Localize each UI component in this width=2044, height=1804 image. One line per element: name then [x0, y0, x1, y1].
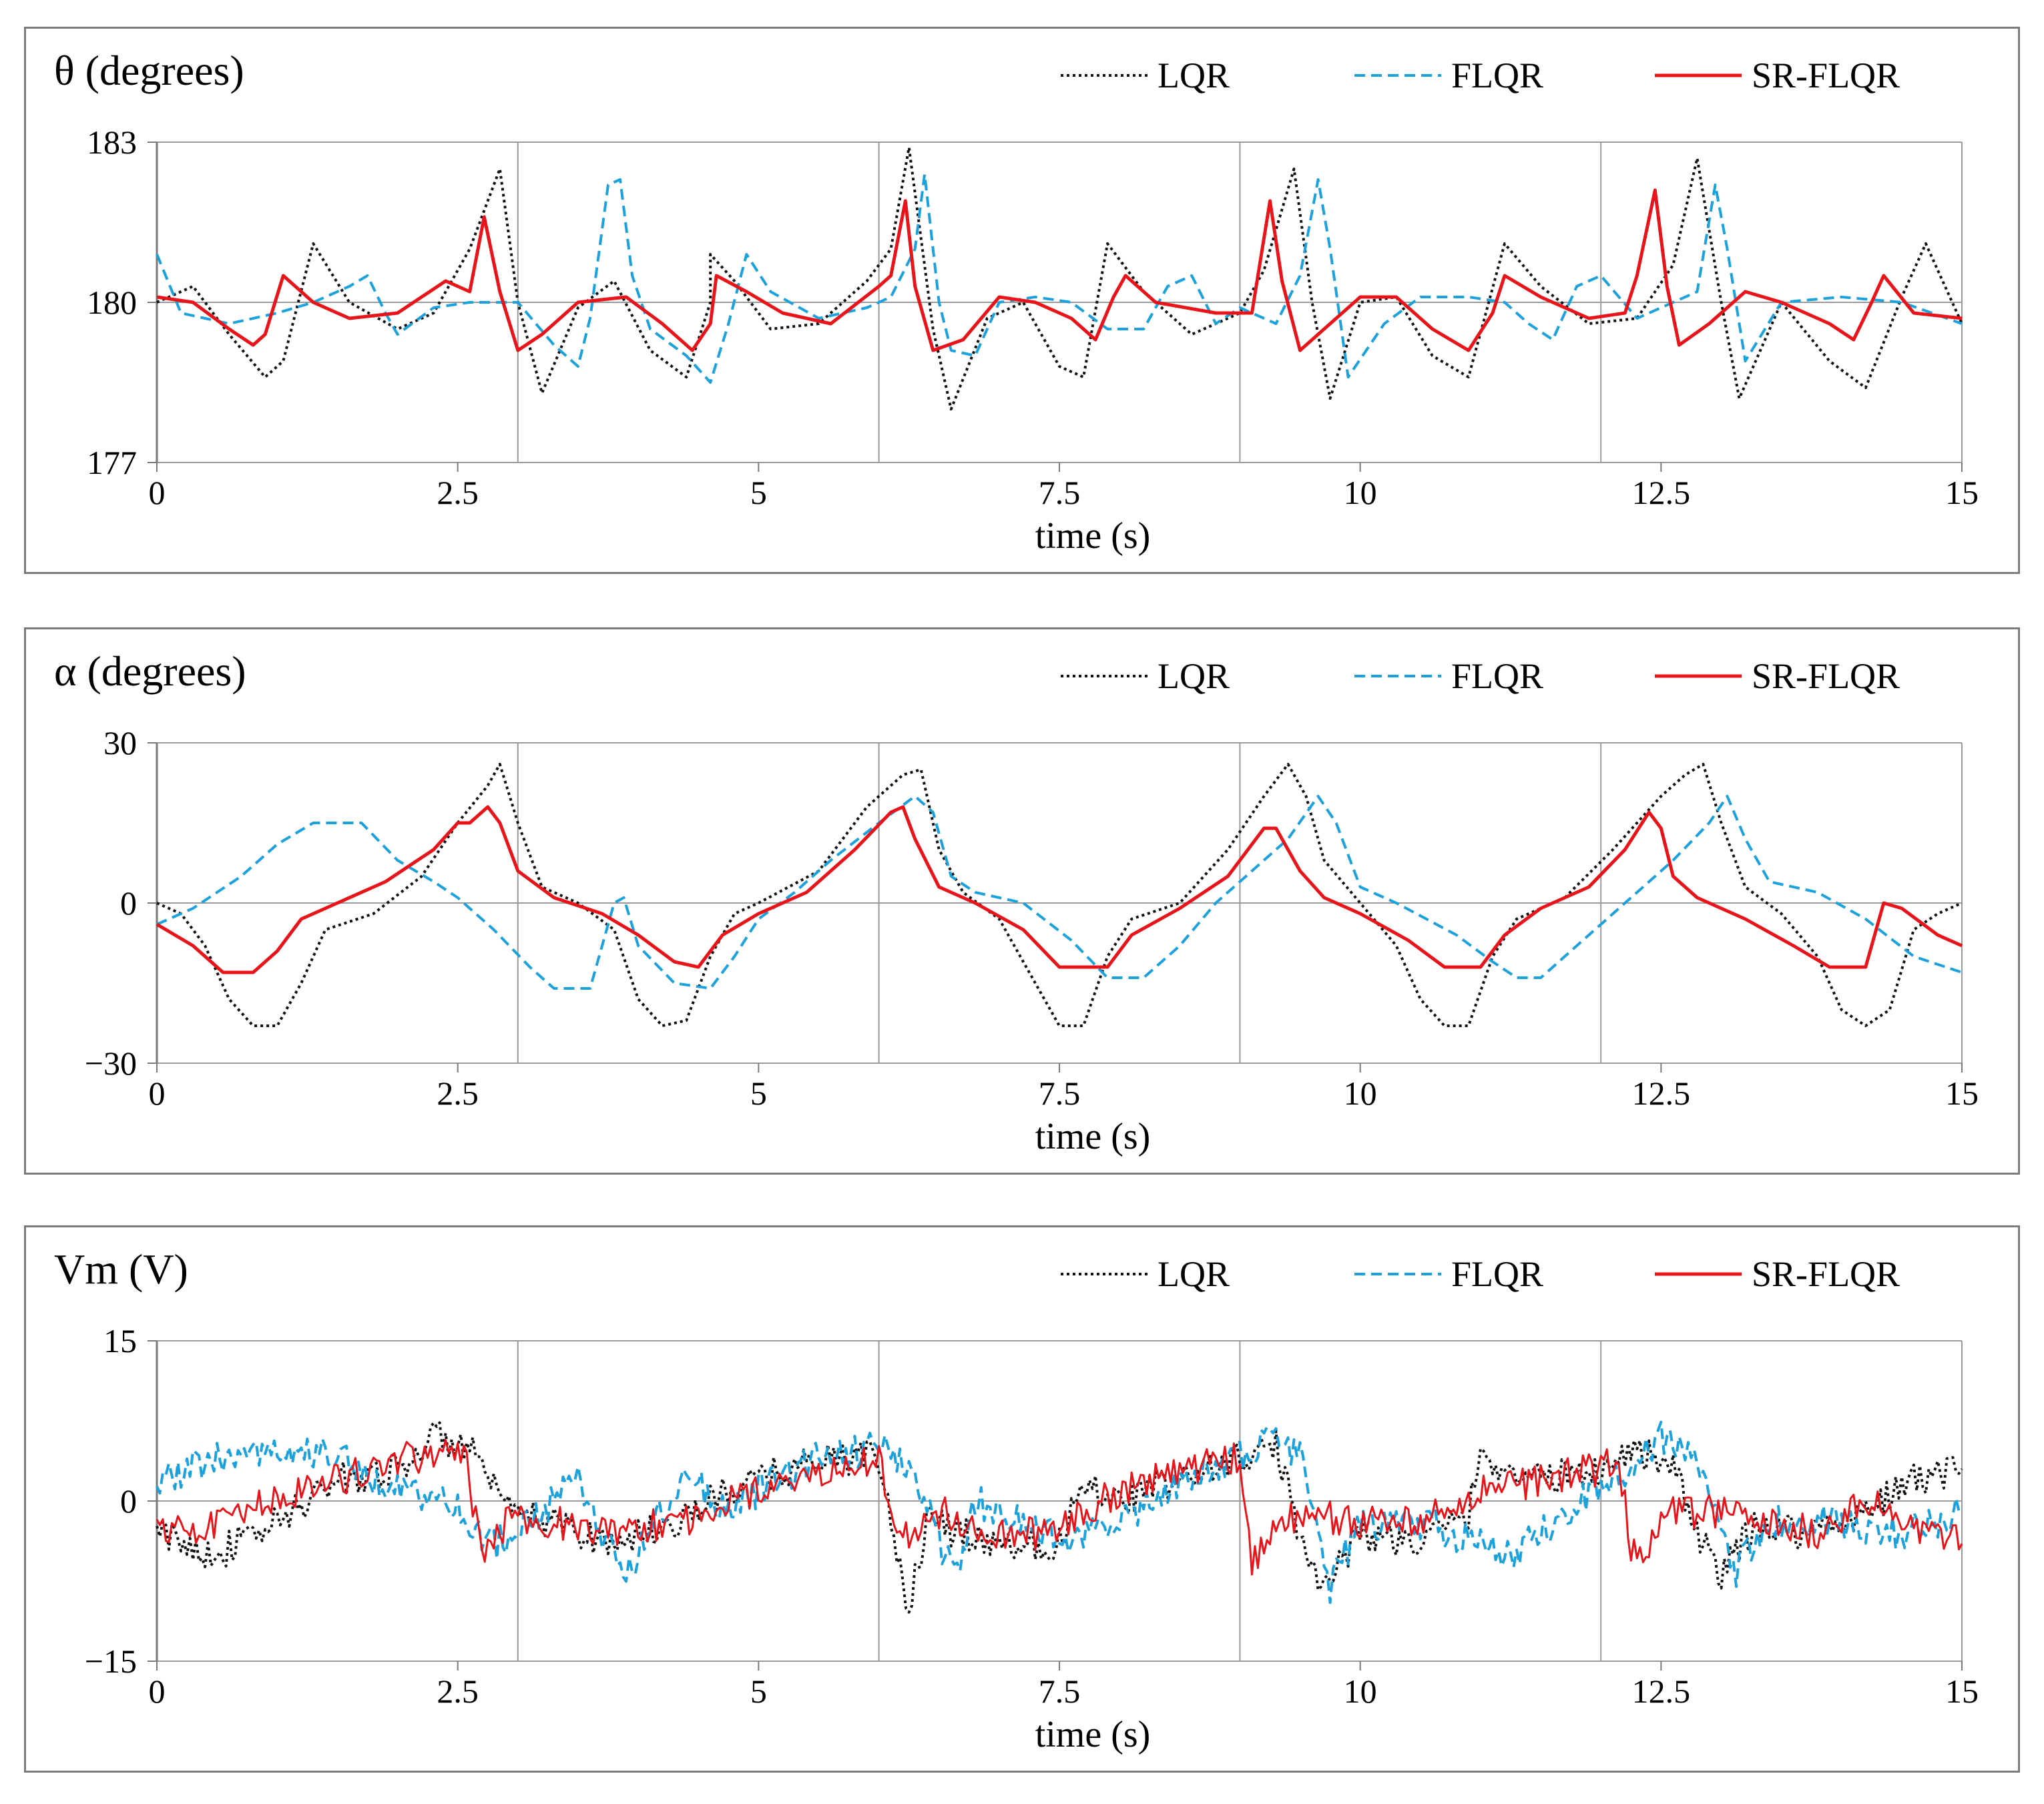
series-line-lqr	[156, 763, 1963, 1027]
x-tick-label: 0	[149, 474, 166, 511]
x-tick-label: 10	[1344, 1075, 1377, 1112]
theta-chart: 0 2.5 5 7.5 10 12.5 15 177 180 183 θ (degrees) time…	[54, 47, 1979, 557]
legend-label-lqr: LQR	[1158, 1254, 1230, 1294]
legend-label-lqr: LQR	[1158, 656, 1230, 696]
x-tick-label: 15	[1945, 474, 1979, 511]
x-axis-label: time (s)	[1035, 515, 1151, 557]
series-line-sr-flqr	[156, 188, 1963, 352]
legend-label-sr-flqr: SR-FLQR	[1752, 1254, 1900, 1294]
x-tick-label: 12.5	[1632, 474, 1691, 511]
vm-chart-panel: 0 2.5 5 7.5 10 12.5 15 −15 0 15 Vm (V) time (s) LQR F…	[24, 1225, 2020, 1773]
alpha-chart: 0 2.5 5 7.5 10 12.5 15 −30 0 30 α (degrees) time (s…	[54, 647, 1979, 1157]
chart-title: θ (degrees)	[54, 47, 244, 94]
y-tick-label: 177	[87, 444, 137, 481]
y-tick-label: 30	[103, 724, 137, 762]
x-axis-label: time (s)	[1035, 1116, 1151, 1157]
y-tick-label: 0	[120, 1482, 137, 1520]
series-line-lqr	[156, 146, 1963, 410]
legend-label-sr-flqr: SR-FLQR	[1752, 656, 1900, 696]
x-tick-label: 5	[750, 474, 767, 511]
series-line-sr-flqr	[156, 805, 1963, 974]
x-tick-label: 10	[1344, 1673, 1377, 1710]
legend-label-lqr: LQR	[1158, 55, 1230, 95]
series-line-lqr	[156, 1421, 1963, 1614]
x-tick-label: 15	[1945, 1075, 1979, 1112]
vm-chart: 0 2.5 5 7.5 10 12.5 15 −15 0 15 Vm (V) time (s) LQR F…	[54, 1245, 1979, 1755]
y-tick-label: 183	[87, 123, 137, 161]
y-tick-label: 180	[87, 284, 137, 321]
legend-label-flqr: FLQR	[1451, 656, 1543, 696]
x-tick-label: 7.5	[1039, 1673, 1081, 1710]
x-tick-label: 7.5	[1039, 1075, 1081, 1112]
x-tick-label: 2.5	[437, 1075, 479, 1112]
x-tick-label: 0	[149, 1673, 166, 1710]
x-tick-label: 0	[149, 1075, 166, 1112]
x-tick-label: 7.5	[1039, 474, 1081, 511]
series-line-flqr	[156, 795, 1963, 990]
x-axis-label: time (s)	[1035, 1714, 1151, 1755]
legend-label-sr-flqr: SR-FLQR	[1752, 55, 1900, 95]
y-tick-label: −15	[85, 1642, 137, 1680]
x-tick-label: 12.5	[1632, 1075, 1691, 1112]
x-tick-label: 12.5	[1632, 1673, 1691, 1710]
x-tick-label: 5	[750, 1673, 767, 1710]
series-line-flqr	[156, 173, 1963, 384]
x-tick-label: 10	[1344, 474, 1377, 511]
chart-title: Vm (V)	[54, 1245, 188, 1293]
series-line-flqr	[156, 1420, 1963, 1604]
legend-label-flqr: FLQR	[1451, 1254, 1543, 1294]
x-tick-label: 15	[1945, 1673, 1979, 1710]
y-tick-label: 15	[103, 1322, 137, 1360]
x-tick-label: 5	[750, 1075, 767, 1112]
y-tick-label: −30	[85, 1044, 137, 1082]
y-tick-label: 0	[120, 884, 137, 922]
alpha-chart-panel: 0 2.5 5 7.5 10 12.5 15 −30 0 30 α (degrees) time (s…	[24, 627, 2020, 1175]
theta-chart-panel: 0 2.5 5 7.5 10 12.5 15 177 180 183 θ (degrees) time…	[24, 27, 2020, 574]
legend-label-flqr: FLQR	[1451, 55, 1543, 95]
x-tick-label: 2.5	[437, 474, 479, 511]
x-tick-label: 2.5	[437, 1673, 479, 1710]
chart-title: α (degrees)	[54, 647, 246, 695]
series-line-sr-flqr	[156, 1439, 1963, 1576]
